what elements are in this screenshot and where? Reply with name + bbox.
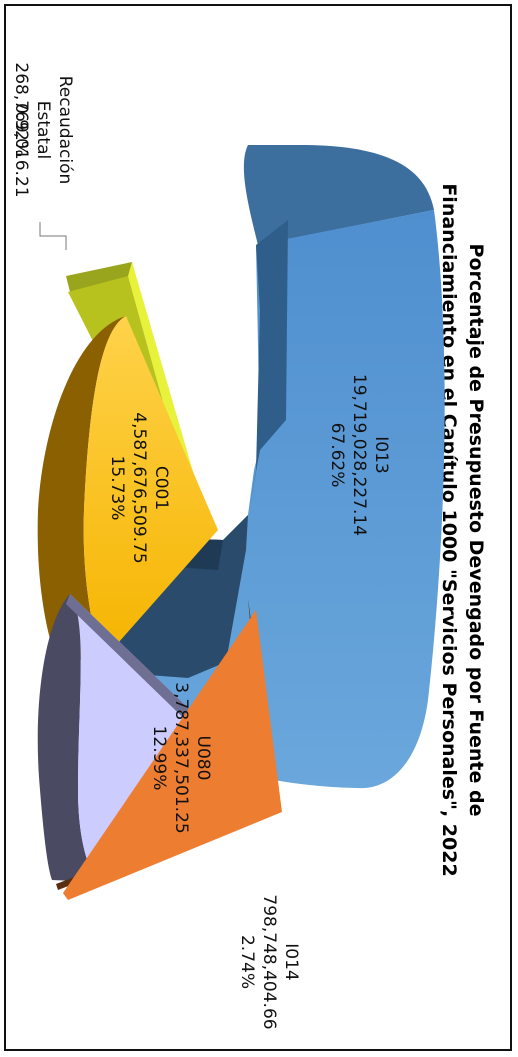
slice-c001-side <box>37 316 126 660</box>
label-c001: C001 4,587,676,509.75 15.73% <box>107 412 171 563</box>
label-i014-amount: 798,748,404.66 <box>259 894 279 1029</box>
label-recaudacion-name-line-2: Estatal <box>33 101 53 160</box>
slice-i014-top <box>63 610 282 900</box>
slice-i013-side <box>243 145 434 245</box>
label-recaudacion-amount: 268,769,016.21 <box>11 62 31 197</box>
label-recaudacion-estatal: Recaudación Estatal 268,769,016.21 0.92% <box>11 62 75 250</box>
label-u080: U080 3,787,337,501.25 12.99% <box>149 682 213 833</box>
leader-line-recaudacion <box>39 222 67 250</box>
label-i013: I013 19,719,028,227.14 67.62% <box>327 374 391 536</box>
label-c001-name: C001 <box>151 466 171 510</box>
slice-u080-side <box>37 594 98 882</box>
label-i014: I014 798,748,404.66 2.74% <box>237 894 301 1029</box>
label-c001-percent: 15.73% <box>107 456 127 521</box>
label-i014-percent: 2.74% <box>237 935 257 989</box>
slice-i014 <box>56 598 282 900</box>
label-u080-name: U080 <box>193 736 213 781</box>
chart-title-line-1: Porcentaje de Presupuesto Devengado por … <box>465 244 487 817</box>
slice-c001-top <box>83 316 218 660</box>
label-recaudacion-percent: 0.92% <box>11 103 31 157</box>
label-u080-percent: 12.99% <box>149 726 169 791</box>
label-i013-amount: 19,719,028,227.14 <box>349 374 369 536</box>
label-i014-name: I014 <box>281 943 301 980</box>
label-recaudacion-name-line-1: Recaudación <box>55 76 75 185</box>
slice-i013-inner-face-left <box>248 220 288 515</box>
slice-recaudacion-side <box>66 262 134 292</box>
label-c001-amount: 4,587,676,509.75 <box>129 412 149 563</box>
label-i013-percent: 67.62% <box>327 423 347 488</box>
slice-c001 <box>37 316 218 660</box>
label-u080-amount: 3,787,337,501.25 <box>171 682 191 833</box>
label-i013-name: I013 <box>371 436 391 473</box>
